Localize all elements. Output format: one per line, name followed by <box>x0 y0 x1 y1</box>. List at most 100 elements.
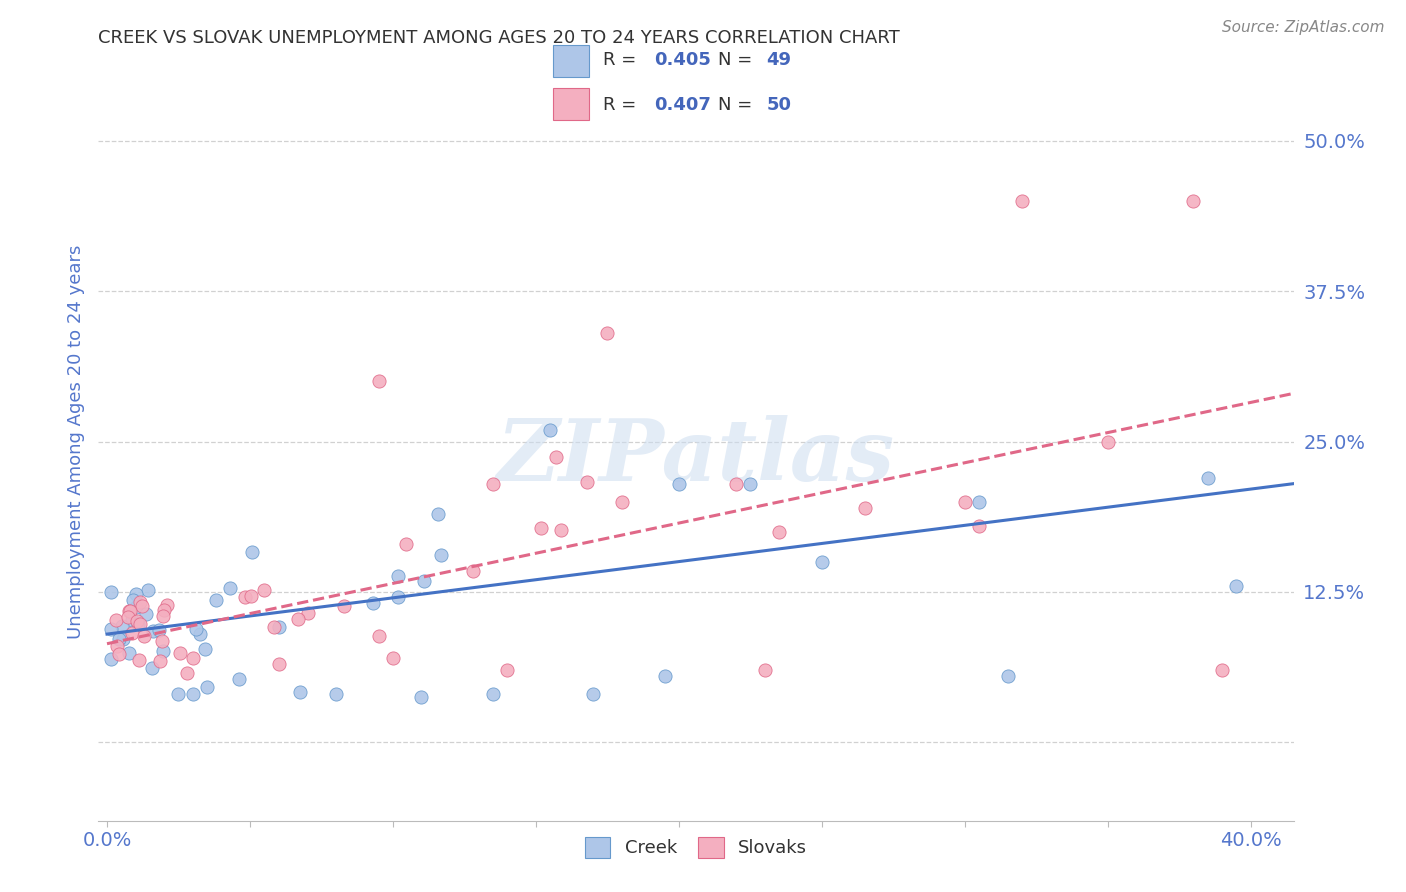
Point <box>1197 470 1219 484</box>
Point <box>181 651 204 665</box>
Point <box>853 500 876 515</box>
Point <box>128 652 150 666</box>
Point <box>240 545 263 559</box>
Point <box>100 652 122 666</box>
Point <box>1225 579 1247 593</box>
Point <box>105 639 128 653</box>
Point <box>124 599 146 614</box>
Point <box>150 633 173 648</box>
Point <box>387 590 409 604</box>
Point <box>228 672 250 686</box>
Point <box>153 603 176 617</box>
Point <box>1097 434 1119 449</box>
Point <box>188 627 211 641</box>
Point <box>100 584 122 599</box>
Point <box>530 521 553 535</box>
Point <box>610 494 633 508</box>
Point <box>135 607 157 621</box>
Text: ZIPatlas: ZIPatlas <box>496 415 896 499</box>
Point <box>412 574 434 589</box>
Point <box>724 476 747 491</box>
Point <box>125 614 148 628</box>
Point <box>411 690 433 704</box>
Point <box>252 583 274 598</box>
Point <box>387 569 409 583</box>
Text: R =: R = <box>603 52 643 70</box>
Point <box>550 523 572 537</box>
Point <box>368 629 391 643</box>
Point <box>654 669 676 683</box>
Point <box>105 613 128 627</box>
Point <box>131 599 153 614</box>
Point <box>461 564 484 578</box>
Point <box>997 669 1019 683</box>
Point <box>127 617 149 632</box>
Point <box>325 687 347 701</box>
Text: N =: N = <box>718 95 758 113</box>
Point <box>333 599 356 614</box>
Text: 0.407: 0.407 <box>654 95 710 113</box>
Point <box>482 687 505 701</box>
Point <box>768 524 790 539</box>
Point <box>395 537 418 551</box>
Point <box>263 619 285 633</box>
Point <box>156 599 179 613</box>
Point <box>129 595 152 609</box>
Point <box>134 629 156 643</box>
Point <box>575 475 598 490</box>
Text: 50: 50 <box>766 95 792 113</box>
Point <box>287 612 309 626</box>
Point <box>1011 194 1033 208</box>
Point <box>195 680 218 694</box>
Point <box>167 687 190 701</box>
Point <box>267 620 290 634</box>
Point <box>100 622 122 636</box>
Point <box>152 644 174 658</box>
Point <box>121 613 143 627</box>
Point <box>240 589 263 603</box>
Point <box>546 450 568 464</box>
Point <box>297 606 319 620</box>
Point <box>367 375 389 389</box>
Point <box>740 476 762 491</box>
Point <box>482 476 505 491</box>
Point <box>148 623 170 637</box>
Point <box>1211 663 1233 677</box>
Text: R =: R = <box>603 95 643 113</box>
Point <box>426 507 449 521</box>
Point <box>582 687 605 701</box>
Point <box>181 687 204 701</box>
Point <box>193 642 215 657</box>
Point <box>233 591 256 605</box>
Point <box>381 651 404 665</box>
Point <box>668 476 690 491</box>
Point <box>138 583 160 598</box>
Bar <box>553 45 589 77</box>
Point <box>205 592 228 607</box>
Text: N =: N = <box>718 52 758 70</box>
Text: 49: 49 <box>766 52 792 70</box>
Point <box>111 619 134 633</box>
Point <box>1182 194 1205 208</box>
Point <box>967 494 990 508</box>
Point <box>149 655 172 669</box>
Point <box>754 663 776 677</box>
Point <box>810 555 832 569</box>
Point <box>363 596 385 610</box>
Point <box>596 326 619 341</box>
Point <box>267 657 290 672</box>
Point <box>121 625 143 640</box>
Point <box>218 581 240 595</box>
Point <box>112 632 135 646</box>
Bar <box>553 88 589 120</box>
Point <box>117 609 139 624</box>
Point <box>108 632 131 647</box>
Point <box>142 624 165 638</box>
Point <box>129 617 152 632</box>
Text: Source: ZipAtlas.com: Source: ZipAtlas.com <box>1222 20 1385 35</box>
Point <box>430 548 453 562</box>
Point <box>124 586 146 600</box>
Point <box>288 685 311 699</box>
Point <box>169 646 191 660</box>
Point <box>967 518 990 533</box>
